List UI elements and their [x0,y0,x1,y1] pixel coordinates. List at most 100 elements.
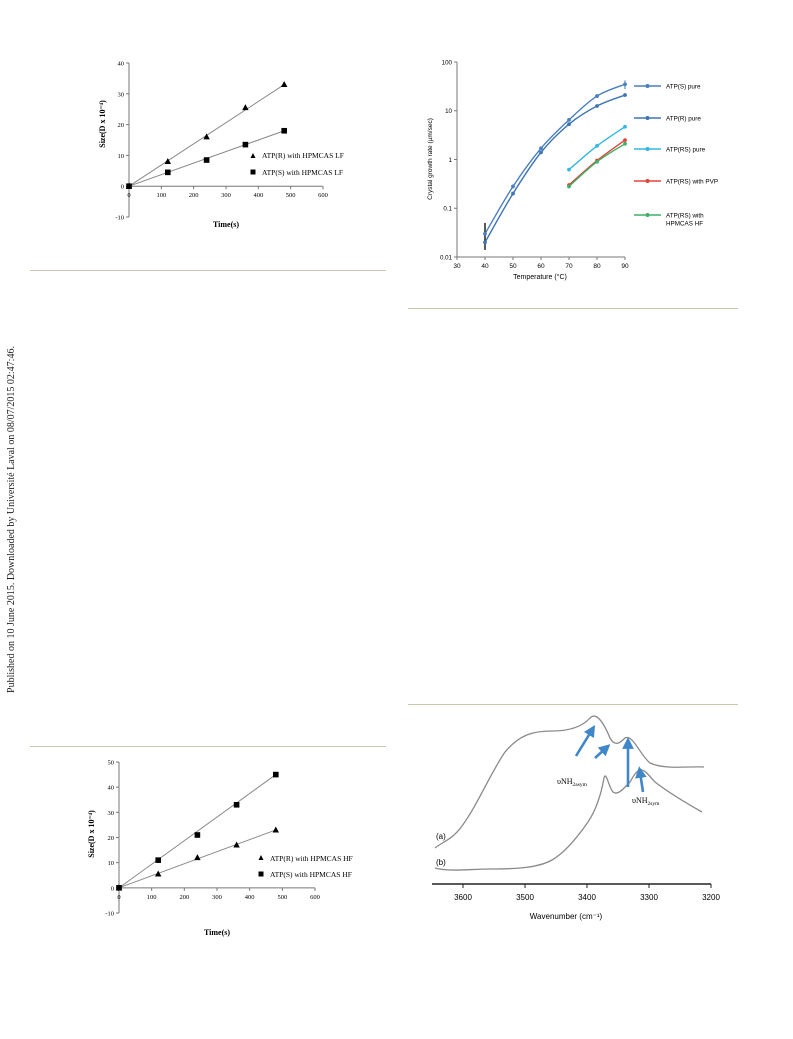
x-tick-label: 3200 [702,893,720,902]
data-point [567,122,571,127]
x-tick-label: 3500 [516,893,534,902]
data-point [539,146,543,151]
legend-label-line: HPMCAS HF [666,220,703,227]
data-point [595,159,599,164]
legend-triangle-marker [258,855,264,860]
x-tick-label: 500 [286,192,296,199]
legend-label: ATP(RS) with HPMCAS HF [666,212,704,227]
data-point-triangle [272,826,279,833]
x-tick-label: 70 [565,263,573,270]
trace-b-label: (b) [436,858,446,867]
data-point-triangle [233,841,240,848]
y-tick-label: 0 [121,184,124,191]
divider-left-bottom [30,746,386,747]
x-tick-label: 80 [593,263,601,270]
data-point [595,94,599,98]
annotation-arrow [594,744,611,759]
x-tick-label: 200 [179,894,189,901]
data-point [623,82,627,87]
spectrum-trace-b [434,769,703,871]
x-tick-label: 0 [127,192,130,199]
data-point-triangle [281,81,288,88]
x-tick-label: 0 [117,894,120,901]
fig3-legend: ATP(R) with HPMCAS HF ATP(S) with HPMCAS… [258,854,353,879]
legend-label-line: ATP(RS) pure [666,146,706,153]
y-tick-label: 1 [449,157,453,164]
y-tick-label: 30 [118,91,125,98]
series-line [484,83,626,235]
x-tick-label: 100 [147,894,157,901]
data-point-square [281,127,287,134]
x-tick-label: 400 [245,894,255,901]
x-tick-label: 3300 [640,893,658,902]
spectrum-trace-a [434,715,705,849]
data-point [539,150,543,155]
x-tick-label: 300 [221,192,231,199]
data-point [567,117,571,122]
x-tick-label: 400 [253,192,263,199]
y-tick-label: 10 [445,108,452,115]
x-tick-label: 200 [189,192,199,199]
data-point [595,104,599,108]
y-tick-label: 40 [118,61,125,68]
nh2-asym-annotation: υNH2asym [557,777,588,788]
x-tick-label: 600 [318,192,328,199]
data-point-square [194,832,201,838]
legend-label-line: ATP(RS) with PVP [666,178,718,185]
fig3-xlabel: Time(s) [204,928,230,937]
x-tick-label: 100 [156,192,166,199]
data-point-triangle [203,133,210,140]
data-point-square [203,157,210,163]
svg-text:υNH2asym: υNH2asym [557,777,588,788]
y-tick-label: 10 [108,860,115,867]
legend-square-marker [250,169,256,175]
nh2-sym-annotation: υNH2sym [632,796,660,807]
fig3-ylabel: Size(D x 10⁻⁴) [87,810,96,858]
divider-right-bottom [408,704,738,705]
fig3-legend-r: ATP(R) with HPMCAS HF [270,854,353,863]
y-tick-label: 40 [108,785,115,792]
trace-a-label: (a) [436,832,446,841]
x-tick-label: 600 [310,894,320,901]
fig1-legend: ATP(R) with HPMCAS LF ATP(S) with HPMCAS… [250,151,344,177]
legend-marker [645,116,650,120]
y-tick-label: 0.01 [440,254,453,261]
legend-square-marker [258,871,264,877]
annotation-arrow [574,725,596,757]
legend-label-line: ATP(R) pure [666,115,701,122]
fig1-legend-s: ATP(S) with HPMCAS LF [262,168,343,177]
data-point-triangle [155,870,162,877]
fig1-xlabel: Time(s) [213,220,239,229]
legend-label-line: ATP(S) pure [666,83,701,90]
fig1-legend-r: ATP(R) with HPMCAS LF [262,151,344,160]
legend-marker [645,147,650,151]
svg-text:υNH2sym: υNH2sym [632,796,660,807]
fig1-data [125,81,288,189]
data-point [595,144,599,148]
data-point [483,240,487,245]
data-point [623,138,627,143]
x-tick-label: 40 [481,263,489,270]
nh2-sym-sub: 2sym [648,801,661,807]
legend-label: ATP(S) pure [666,83,701,90]
x-tick-label: 500 [277,894,287,901]
y-tick-label: 100 [442,59,453,66]
legend-label: ATP(RS) pure [666,146,706,153]
divider-right-top [408,308,738,309]
fig2-axes: 0.01 0.1 1 10 100 30 40 50 60 70 80 90 [440,59,629,270]
y-tick-label: 0.1 [443,206,452,213]
legend-marker [645,179,650,183]
y-tick-label: 50 [108,760,115,767]
data-point [623,141,627,146]
data-point [567,167,571,172]
fig2-xlabel: Temperature (°C) [513,273,567,281]
data-point [623,93,627,97]
data-point-square [155,857,161,863]
nh2-sym-base: υNH [632,796,648,805]
x-tick-label: 90 [621,263,629,270]
fig4-axes: 3600 3500 3400 3300 3200 [432,883,720,902]
